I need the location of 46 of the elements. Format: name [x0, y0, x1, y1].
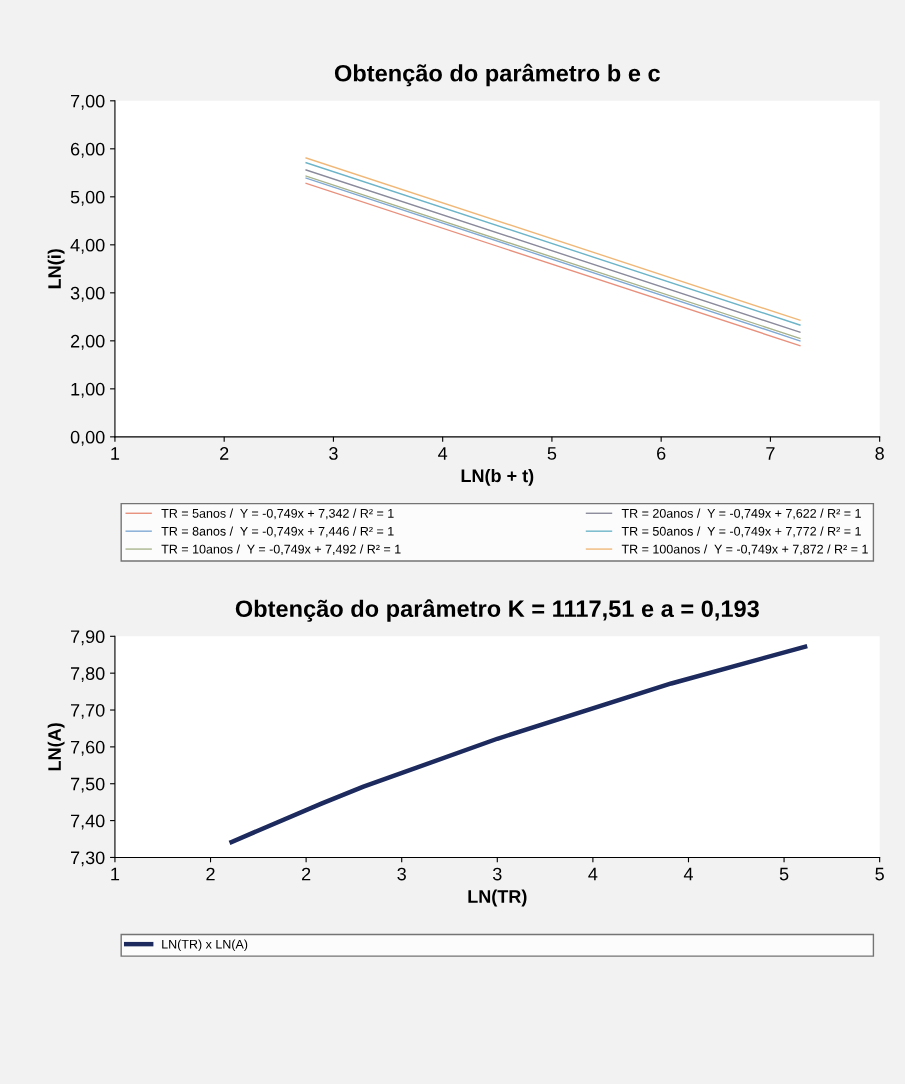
y-tick-label: 2,00 — [70, 334, 105, 350]
legend-label: TR = 50anos / Y = -0,749x + 7,772 / R² = 1 — [621, 526, 861, 538]
x-tick-label: 2 — [206, 867, 215, 881]
y-tick-label: 3,00 — [70, 286, 105, 302]
x-axis-title: LN(b + t) — [461, 468, 534, 486]
y-tick-label: 7,00 — [71, 94, 105, 110]
x-tick-label: 1 — [111, 447, 120, 460]
x-axis-title: LN(TR) — [468, 889, 527, 907]
legend-label: TR = 100anos / Y = -0,749x + 7,872 / R² = 1 — [621, 544, 868, 556]
x-tick-label: 5 — [547, 447, 557, 460]
chart-title: Obtenção do parâmetro K = 1117,51 e a = 0,193 — [235, 599, 759, 622]
y-tick-label: 5,00 — [70, 190, 105, 206]
x-tick-label: 5 — [779, 867, 789, 881]
y-tick-label: 7,40 — [71, 814, 105, 830]
line-series — [229, 644, 808, 845]
x-tick-label: 3 — [397, 867, 406, 881]
y-axis-title: LN(A) — [47, 723, 65, 771]
x-tick-label: 8 — [875, 447, 884, 460]
x-tick-label: 5 — [875, 867, 884, 881]
x-tick-label: 2 — [220, 447, 229, 460]
y-tick-label: 7,80 — [71, 667, 105, 683]
x-tick-label: 2 — [302, 867, 311, 881]
legend-label: TR = 10anos / Y = -0,749x + 7,492 / R² = 1 — [161, 544, 401, 556]
y-tick-label: 7,30 — [71, 851, 105, 867]
y-tick-label: 7,70 — [71, 703, 105, 719]
y-tick-label: 4,00 — [70, 238, 105, 254]
x-tick-label: 4 — [683, 867, 693, 881]
x-tick-label: 4 — [438, 447, 448, 460]
legend-label: TR = 8anos / Y = -0,749x + 7,446 / R² = 1 — [161, 526, 394, 538]
chart-title: Obtenção do parâmetro b e c — [334, 63, 660, 87]
x-tick-label: 3 — [329, 447, 338, 460]
x-tick-label: 4 — [588, 867, 598, 881]
legend-label: LN(TR) x LN(A) — [162, 939, 248, 952]
y-tick-label: 0,00 — [70, 430, 105, 446]
y-tick-label: 7,60 — [71, 740, 105, 756]
x-tick-label: 6 — [657, 447, 666, 460]
legend-label: TR = 5anos / Y = -0,749x + 7,342 / R² = 1 — [161, 508, 394, 520]
y-tick-label: 7,90 — [71, 630, 105, 646]
legend-label: TR = 20anos / Y = -0,749x + 7,622 / R² = 1 — [621, 508, 861, 520]
x-tick-label: 7 — [766, 447, 775, 460]
x-tick-label: 3 — [492, 867, 502, 881]
y-tick-label: 6,00 — [70, 142, 105, 158]
y-tick-label: 1,00 — [71, 382, 105, 398]
y-tick-label: 7,50 — [71, 777, 105, 793]
y-axis-title: LN(i) — [47, 249, 65, 289]
x-tick-label: 1 — [111, 867, 120, 881]
